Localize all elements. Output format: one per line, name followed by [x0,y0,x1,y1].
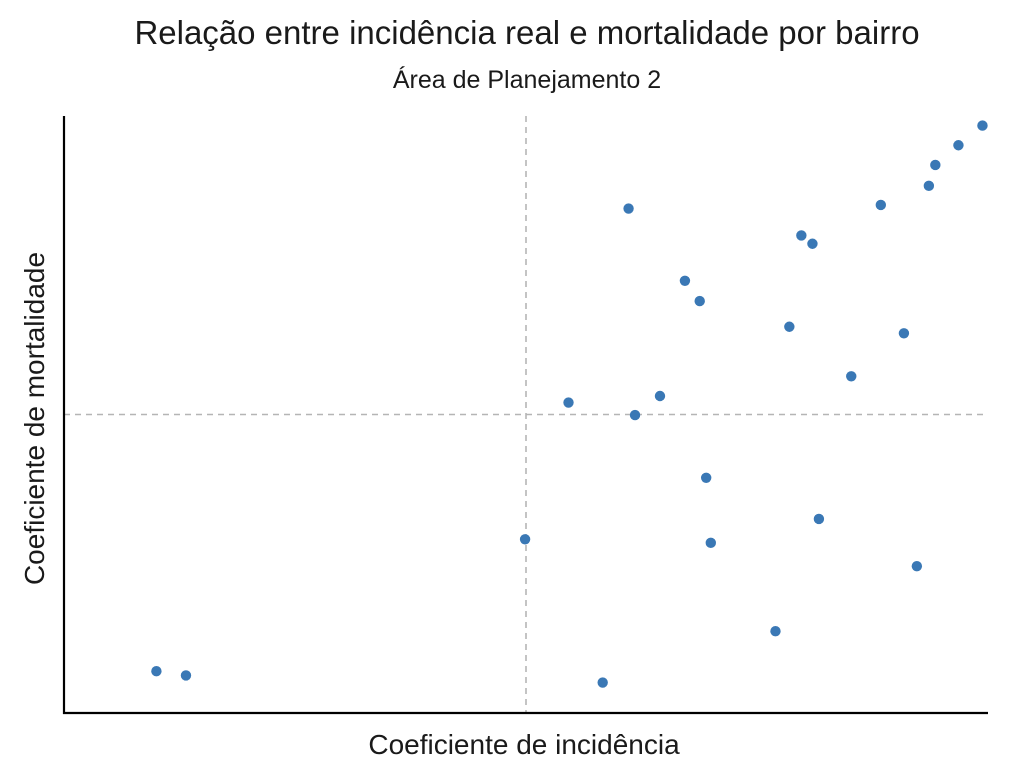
data-point [151,666,162,677]
reference-lines [64,116,988,713]
data-point [846,371,857,382]
data-point [180,670,192,681]
y-axis-label: Coeficiente de mortalidade [19,252,50,585]
data-point [654,390,666,402]
chart-title: Relação entre incidência real e mortalid… [134,14,920,51]
x-axis-label: Coeficiente de incidência [368,729,680,760]
data-point [784,321,795,332]
data-point [953,140,964,151]
data-point [875,199,887,211]
data-point [694,295,705,307]
data-point [563,397,574,408]
data-point [705,537,716,549]
data-point [597,677,608,688]
data-point [623,203,634,214]
data-point [679,275,691,286]
data-point [911,560,923,572]
data-point [519,534,531,545]
data-point [977,120,988,131]
data-point [700,472,712,483]
data-points [151,120,988,688]
data-point [629,409,641,421]
data-point [923,180,935,192]
data-point [813,513,825,525]
data-point [930,159,941,171]
chart-subtitle: Área de Planejamento 2 [392,66,662,94]
axes [62,116,988,715]
data-point [807,238,818,249]
data-point [898,328,910,339]
data-point [796,230,807,241]
data-point [770,626,781,637]
